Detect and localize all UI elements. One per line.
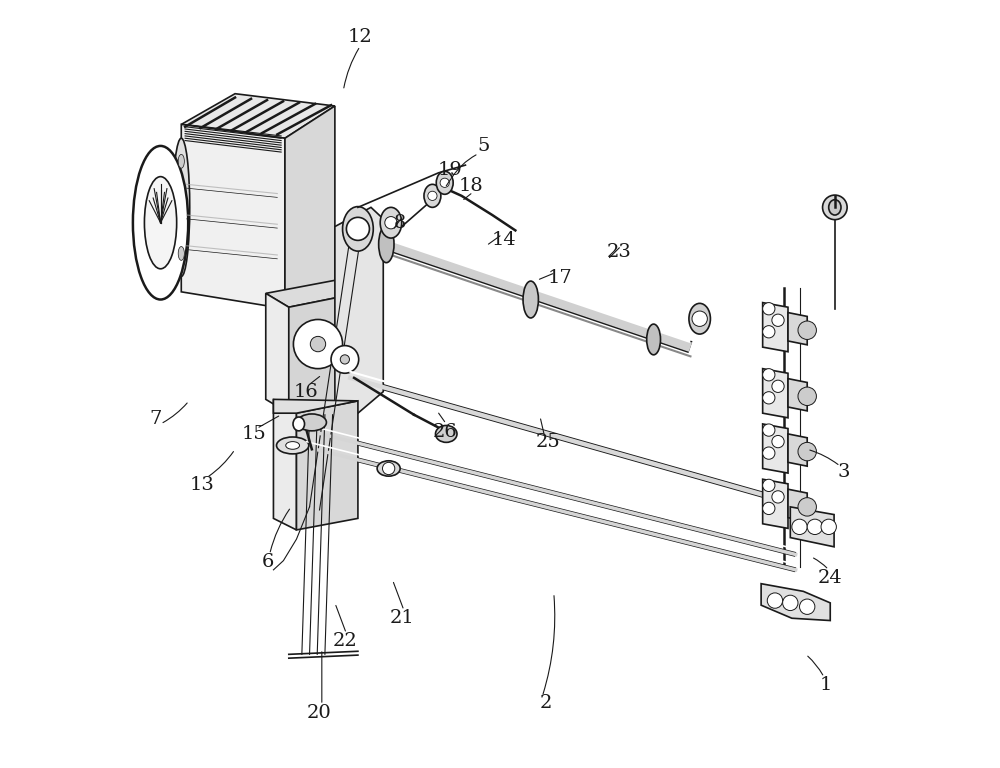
Polygon shape: [273, 399, 358, 413]
Text: 3: 3: [838, 463, 850, 482]
Polygon shape: [285, 106, 335, 309]
Ellipse shape: [173, 138, 190, 276]
Circle shape: [340, 355, 349, 364]
Circle shape: [346, 217, 369, 240]
Polygon shape: [763, 303, 788, 352]
Circle shape: [331, 346, 359, 373]
Text: 24: 24: [818, 568, 843, 587]
Polygon shape: [761, 584, 830, 621]
Circle shape: [767, 593, 783, 608]
Ellipse shape: [297, 414, 326, 431]
Circle shape: [772, 314, 784, 326]
Circle shape: [821, 519, 836, 535]
Circle shape: [763, 326, 775, 338]
Circle shape: [440, 178, 449, 187]
Ellipse shape: [133, 146, 188, 300]
Circle shape: [798, 387, 816, 406]
Ellipse shape: [343, 207, 373, 251]
Circle shape: [428, 191, 437, 200]
Polygon shape: [273, 399, 296, 530]
Text: 12: 12: [348, 28, 373, 46]
Text: 13: 13: [190, 476, 214, 495]
Circle shape: [385, 217, 397, 229]
Ellipse shape: [435, 425, 457, 442]
Text: 23: 23: [607, 243, 631, 261]
Circle shape: [800, 599, 815, 614]
Circle shape: [763, 447, 775, 459]
Ellipse shape: [379, 226, 394, 263]
Circle shape: [763, 369, 775, 381]
Circle shape: [798, 442, 816, 461]
Text: 16: 16: [294, 382, 319, 401]
Polygon shape: [788, 489, 807, 521]
Ellipse shape: [647, 324, 661, 355]
Circle shape: [763, 479, 775, 492]
Text: 20: 20: [307, 703, 332, 722]
Polygon shape: [763, 424, 788, 473]
Text: 1: 1: [819, 676, 832, 694]
Text: 6: 6: [262, 553, 274, 571]
Polygon shape: [788, 434, 807, 466]
Ellipse shape: [380, 207, 402, 238]
Polygon shape: [181, 124, 285, 309]
Text: 26: 26: [432, 422, 457, 441]
Text: 8: 8: [394, 214, 406, 232]
Text: 18: 18: [458, 177, 483, 195]
Polygon shape: [763, 479, 788, 528]
Circle shape: [382, 462, 395, 475]
Polygon shape: [790, 507, 834, 547]
Polygon shape: [788, 313, 807, 345]
Text: 5: 5: [477, 137, 489, 155]
Circle shape: [763, 502, 775, 515]
Text: 2: 2: [540, 694, 552, 712]
Text: 17: 17: [548, 269, 572, 287]
Ellipse shape: [293, 417, 305, 431]
Ellipse shape: [178, 247, 184, 260]
Ellipse shape: [377, 461, 400, 476]
Ellipse shape: [424, 184, 441, 207]
Polygon shape: [296, 401, 358, 530]
Circle shape: [798, 498, 816, 516]
Text: 19: 19: [438, 161, 463, 180]
Polygon shape: [266, 280, 358, 307]
Text: 25: 25: [535, 432, 560, 451]
Circle shape: [772, 380, 784, 392]
Circle shape: [763, 392, 775, 404]
Ellipse shape: [689, 303, 710, 334]
Text: 14: 14: [491, 230, 516, 249]
Ellipse shape: [178, 154, 184, 168]
Text: 21: 21: [389, 609, 414, 627]
Polygon shape: [335, 207, 383, 413]
Circle shape: [798, 321, 816, 339]
Polygon shape: [181, 94, 335, 138]
Polygon shape: [788, 379, 807, 411]
Circle shape: [310, 336, 326, 352]
Circle shape: [823, 195, 847, 220]
Ellipse shape: [523, 281, 538, 318]
Ellipse shape: [286, 442, 300, 449]
Polygon shape: [289, 293, 358, 413]
Polygon shape: [266, 293, 289, 413]
Circle shape: [692, 311, 707, 326]
Text: 15: 15: [242, 425, 267, 443]
Circle shape: [792, 519, 807, 535]
Circle shape: [772, 491, 784, 503]
Circle shape: [807, 519, 823, 535]
Text: 7: 7: [150, 409, 162, 428]
Ellipse shape: [436, 171, 453, 194]
Ellipse shape: [277, 437, 309, 454]
Circle shape: [783, 595, 798, 611]
Polygon shape: [763, 369, 788, 418]
Ellipse shape: [144, 177, 177, 269]
Text: 22: 22: [332, 632, 357, 650]
Circle shape: [763, 303, 775, 315]
Ellipse shape: [829, 200, 841, 215]
Circle shape: [763, 424, 775, 436]
Circle shape: [772, 435, 784, 448]
Circle shape: [293, 319, 343, 369]
